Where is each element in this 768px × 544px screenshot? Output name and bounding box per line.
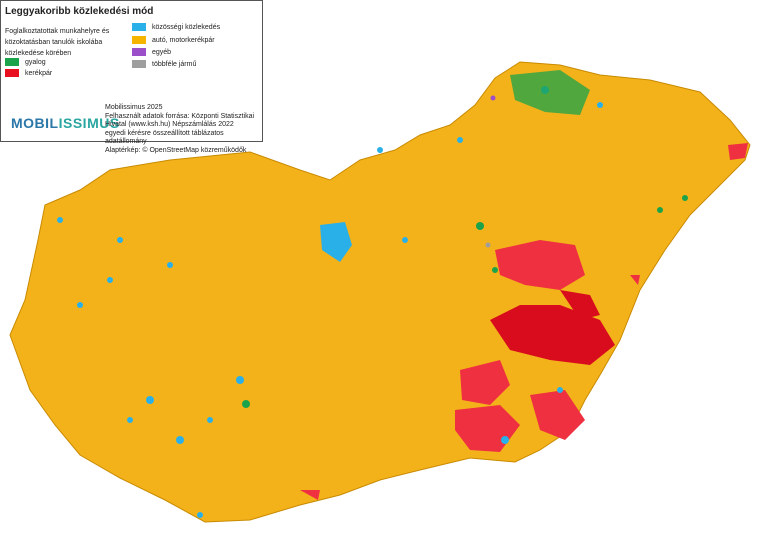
legend-label: közösségi közlekedés <box>152 23 221 31</box>
legend-item-public-transport: közösségi közlekedés <box>132 23 220 31</box>
legend-item-car: autó, motorkerékpár <box>132 36 215 44</box>
credit-line: Alaptérkép: © OpenStreetMap közreműködők <box>105 146 247 154</box>
walking-districts <box>242 70 688 408</box>
legend-description: Foglalkoztatottak munkahelyre és közokta… <box>5 28 110 57</box>
multiple-district <box>485 242 491 248</box>
credit-line: Felhasznált adatok forrása: Központi Sta… <box>105 112 255 120</box>
logo-text-a: MOBIL <box>11 115 59 131</box>
swatch <box>132 36 146 44</box>
logo-text-b: ISSIMUS <box>58 115 120 131</box>
legend-item-multiple: többféle jármű <box>132 60 196 68</box>
legend-label: kerékpár <box>25 69 53 77</box>
legend-panel: Leggyakoribb közlekedési mód Foglalkozta… <box>0 0 263 154</box>
mobilissimus-logo: MOBILISSIMUS <box>9 105 119 139</box>
swatch <box>132 23 146 31</box>
credit-line: Mobilissimus 2025 <box>105 104 163 111</box>
credits: Mobilissimus 2025 Felhasznált adatok for… <box>105 104 262 155</box>
credit-line: egyedi kérésre összeállított táblázatos … <box>105 129 224 146</box>
legend-label: többféle jármű <box>152 60 197 68</box>
legend-item-walking: gyalog <box>5 58 46 66</box>
legend-item-bicycle: kerékpár <box>5 69 52 77</box>
swatch <box>132 60 146 68</box>
other-district <box>490 95 496 101</box>
legend-label: autó, motorkerékpár <box>152 36 215 44</box>
legend-label: egyéb <box>152 48 172 56</box>
legend-label: gyalog <box>25 58 46 66</box>
swatch <box>5 58 19 66</box>
legend-item-other: egyéb <box>132 48 171 56</box>
legend-title: Leggyakoribb közlekedési mód <box>5 6 154 17</box>
bicycle-districts <box>300 143 748 500</box>
swatch <box>5 69 19 77</box>
credit-line: Hivatal (www.ksh.hu) Népszámlálás 2022 <box>105 121 234 128</box>
swatch <box>132 48 146 56</box>
